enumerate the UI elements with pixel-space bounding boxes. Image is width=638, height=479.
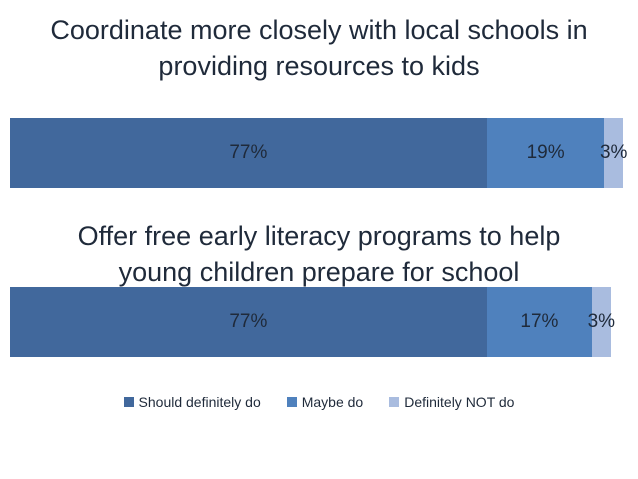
title-line: Offer free early literacy programs to he… <box>77 221 561 251</box>
bar-segment-maybe-do: 17% <box>486 287 593 357</box>
legend-label: Should definitely do <box>138 394 261 410</box>
data-label: 77% <box>229 142 268 163</box>
chart-title-coordinate-schools: Coordinate more closely with local schoo… <box>0 12 638 84</box>
data-label: 77% <box>229 311 268 332</box>
chart-title-early-literacy: Offer free early literacy programs to he… <box>0 218 638 290</box>
legend-label: Maybe do <box>301 394 364 410</box>
chart-legend: Should definitely do Maybe do Definitely… <box>0 394 638 410</box>
bar-segment-definitely-not-do: 3% <box>588 287 615 357</box>
title-line: young children prepare for school <box>118 257 520 287</box>
legend-label: Definitely NOT do <box>404 394 515 410</box>
legend-item-definitely-not-do: Definitely NOT do <box>389 394 514 410</box>
data-label: 3% <box>587 311 616 332</box>
stacked-bar-coordinate-schools: 77% 19% 3% <box>10 118 627 188</box>
legend-item-should-definitely-do: Should definitely do <box>123 394 261 410</box>
legend-swatch <box>123 397 134 407</box>
bar-segment-should-definitely-do: 77% <box>10 287 487 357</box>
bar-segment-definitely-not-do: 3% <box>600 118 627 188</box>
legend-item-maybe-do: Maybe do <box>286 394 364 410</box>
data-label: 17% <box>520 311 559 332</box>
data-label: 3% <box>599 142 628 163</box>
legend-swatch <box>389 397 400 407</box>
bar-segment-should-definitely-do: 77% <box>10 118 487 188</box>
title-line: providing resources to kids <box>158 51 480 81</box>
bar-segment-maybe-do: 19% <box>486 118 605 188</box>
legend-swatch <box>286 397 297 407</box>
data-label: 19% <box>526 142 565 163</box>
stacked-bar-early-literacy: 77% 17% 3% <box>10 287 623 357</box>
title-line: Coordinate more closely with local schoo… <box>50 15 588 45</box>
